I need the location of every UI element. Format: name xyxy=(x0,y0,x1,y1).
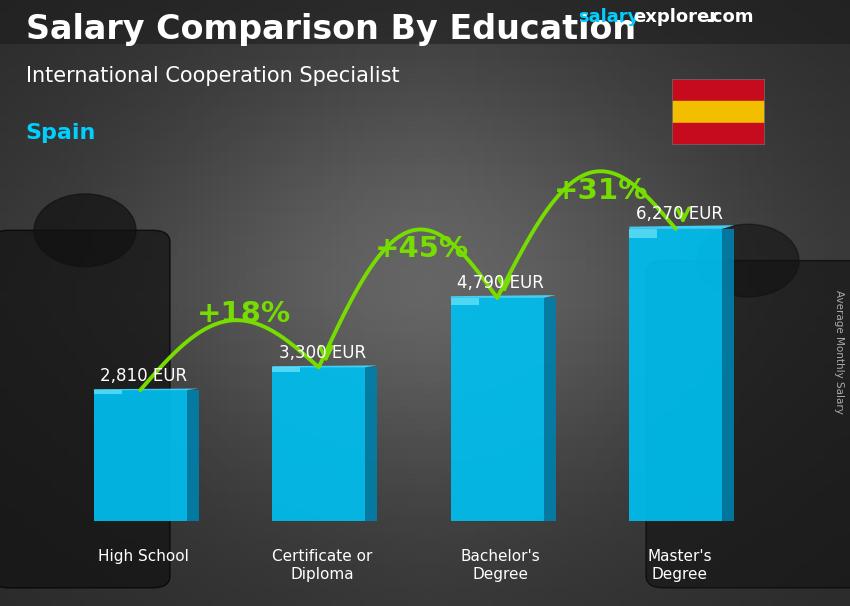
Bar xyxy=(450,298,479,305)
FancyBboxPatch shape xyxy=(0,230,170,588)
Bar xyxy=(272,367,366,521)
Bar xyxy=(94,390,122,394)
Bar xyxy=(0,0,850,44)
Text: Certificate or
Diploma: Certificate or Diploma xyxy=(272,549,372,582)
Bar xyxy=(366,367,377,521)
Text: 3,300 EUR: 3,300 EUR xyxy=(279,344,366,362)
Bar xyxy=(187,390,199,521)
Bar xyxy=(450,298,544,521)
Polygon shape xyxy=(450,295,556,298)
Bar xyxy=(629,229,722,521)
Bar xyxy=(722,229,734,521)
Text: explorer: explorer xyxy=(633,8,718,26)
Circle shape xyxy=(34,194,136,267)
Polygon shape xyxy=(94,388,199,390)
Polygon shape xyxy=(272,365,377,367)
Bar xyxy=(94,390,187,521)
Polygon shape xyxy=(629,225,734,229)
Text: Master's
Degree: Master's Degree xyxy=(647,549,711,582)
Text: .com: .com xyxy=(706,8,754,26)
Circle shape xyxy=(697,224,799,297)
Text: Spain: Spain xyxy=(26,123,96,143)
Text: +45%: +45% xyxy=(375,235,469,263)
Text: +31%: +31% xyxy=(553,177,648,205)
Text: High School: High School xyxy=(99,549,190,564)
Bar xyxy=(672,79,765,101)
Text: +18%: +18% xyxy=(196,301,291,328)
Text: Salary Comparison By Education: Salary Comparison By Education xyxy=(26,13,636,45)
Text: Bachelor's
Degree: Bachelor's Degree xyxy=(461,549,541,582)
Bar xyxy=(272,367,300,372)
Bar xyxy=(629,229,657,238)
Text: International Cooperation Specialist: International Cooperation Specialist xyxy=(26,66,399,86)
Bar xyxy=(672,123,765,145)
Text: 2,810 EUR: 2,810 EUR xyxy=(100,367,187,385)
Text: salary: salary xyxy=(578,8,639,26)
Text: Average Monthly Salary: Average Monthly Salary xyxy=(834,290,844,413)
Bar xyxy=(672,101,765,123)
Text: 6,270 EUR: 6,270 EUR xyxy=(636,205,722,223)
Text: 4,790 EUR: 4,790 EUR xyxy=(457,275,544,292)
FancyBboxPatch shape xyxy=(646,261,850,588)
Bar xyxy=(544,298,556,521)
